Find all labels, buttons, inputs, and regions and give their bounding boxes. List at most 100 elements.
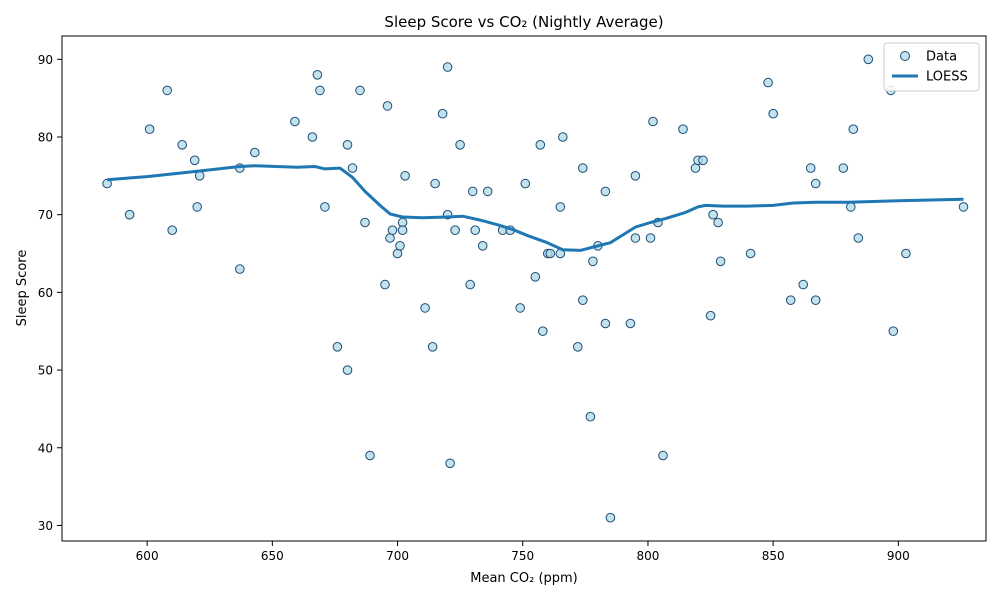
data-point [648,116,658,127]
y-tick-label: 90 [38,53,53,67]
data-point [658,450,668,461]
data-point [715,256,726,267]
data-point [768,108,779,119]
data-point [763,77,773,88]
data-point [312,70,323,80]
data-point [645,233,656,243]
data-point [465,279,476,290]
chart-title: Sleep Score vs CO₂ (Nightly Average) [384,13,663,31]
data-point [290,116,300,127]
data-point [538,326,548,337]
y-axis-label: Sleep Score [15,250,30,327]
data-point [365,450,375,461]
data-point [853,233,864,243]
data-point [555,202,566,212]
data-point [535,140,546,150]
y-tick-label: 50 [38,364,53,378]
data-point [442,62,453,72]
data-point [437,108,448,119]
data-point [846,202,856,212]
data-point [315,85,325,96]
axes-frame [61,35,987,542]
data-point [482,186,493,197]
data-point [838,163,849,173]
data-point [705,310,716,321]
data-point [600,318,611,329]
data-point [888,326,899,337]
legend-label-loess: LOESS [926,70,968,85]
data-point [342,140,353,150]
y-tick-label: 60 [38,286,53,300]
y-tick-label: 70 [38,208,53,222]
data-point [427,342,438,352]
legend-label-data: Data [926,50,957,65]
data-point [395,241,405,251]
data-point [477,241,488,251]
data-point [810,295,821,306]
data-point [162,85,172,96]
data-point [455,140,465,150]
x-axis: 600 650 700 750 800 850 900 [136,541,910,563]
y-tick-label: 30 [38,519,53,533]
data-point [578,163,588,173]
plot-area [102,54,969,523]
data-point [605,512,616,523]
x-axis-label: Mean CO₂ (ppm) [470,571,578,586]
data-point [194,171,205,181]
data-point [678,124,688,134]
data-point [189,155,200,166]
data-point [545,248,556,259]
data-point [420,303,430,313]
data-point [387,225,398,235]
legend-data-marker [900,51,910,61]
data-point [558,132,568,142]
data-point [901,248,911,259]
data-point [515,303,526,313]
data-point [785,295,796,306]
data-point [805,163,816,173]
legend: Data LOESS [883,42,980,92]
data-point [520,178,531,189]
data-point [360,217,370,228]
data-point [530,272,541,282]
data-point [400,171,410,181]
data-point [573,342,583,352]
data-point [320,202,330,212]
data-point [848,124,859,134]
data-point [235,264,245,274]
data-point [355,85,365,96]
data-point [380,279,390,290]
data-point [445,458,455,469]
data-point [347,163,358,173]
data-point [798,279,809,290]
x-tick-label: 600 [136,549,159,563]
data-point [250,147,260,158]
data-point [177,140,187,150]
data-point [382,101,393,111]
data-point [600,186,611,197]
x-tick-label: 700 [386,549,409,563]
data-point [708,209,718,220]
data-point [307,132,318,142]
y-tick-label: 80 [38,131,53,145]
data-point [630,233,641,243]
data-point [630,171,641,181]
data-point [385,233,395,243]
data-point [698,155,708,166]
data-point [713,217,723,228]
data-point [332,342,343,352]
x-tick-label: 750 [511,549,534,563]
data-point [585,411,596,422]
x-tick-label: 650 [261,549,284,563]
data-point [745,248,756,259]
data-point [450,225,460,235]
data-point [810,178,821,189]
data-point [588,256,598,267]
data-point [958,202,969,212]
data-point [467,186,478,197]
loess-line [106,164,964,252]
data-point [470,225,481,235]
data-point [863,54,874,65]
